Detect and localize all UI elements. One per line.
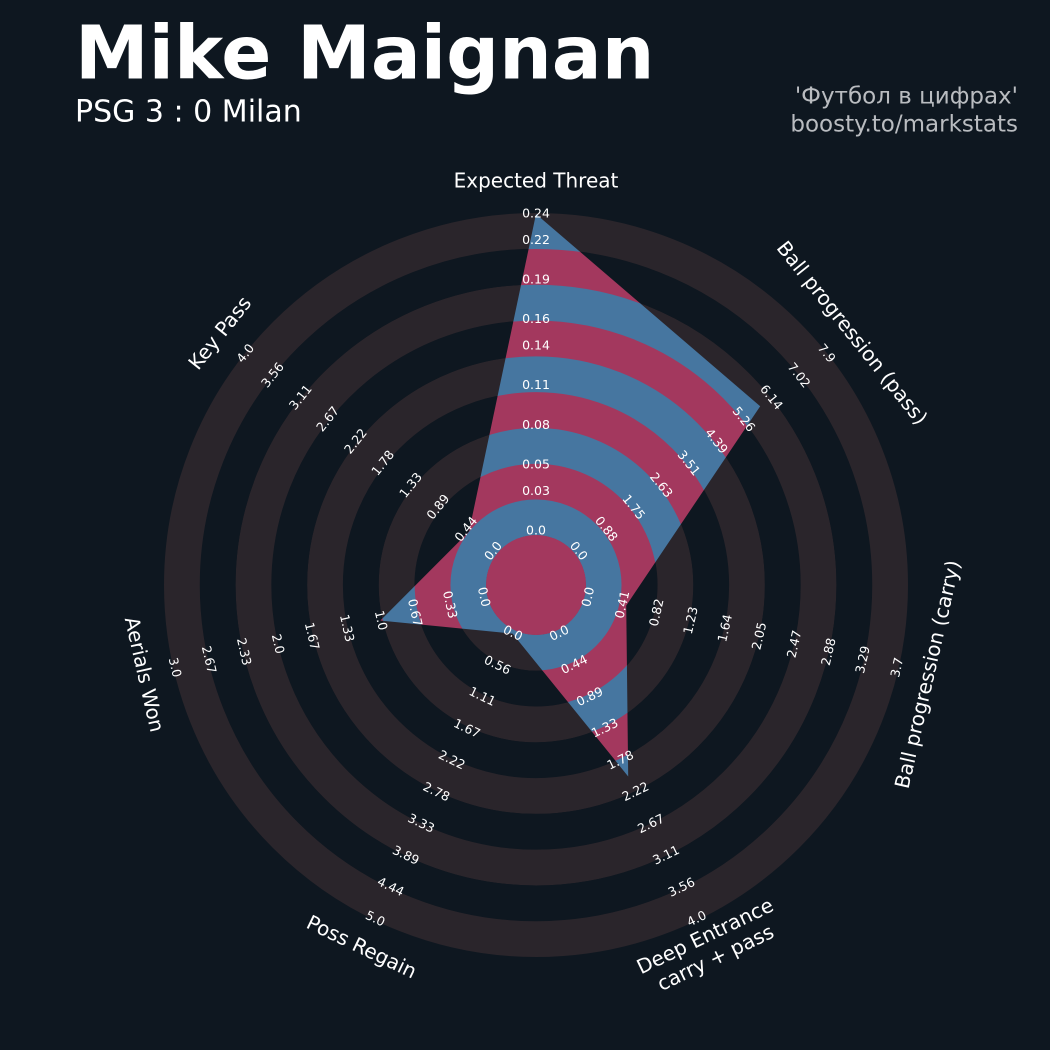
ring-fill [380, 284, 761, 777]
tick-label: 0.22 [522, 232, 550, 247]
tick-label: 3.7 [887, 656, 906, 679]
tick-label: 0.0 [475, 585, 494, 608]
ring-fill [449, 498, 623, 672]
chart-subtitle: PSG 3 : 0 Milan [75, 95, 302, 130]
tick-label: 1.33 [337, 613, 358, 643]
tick-label: 2.88 [818, 636, 839, 667]
ring-fill [380, 214, 761, 777]
tick-label: 0.0 [578, 585, 597, 608]
tick-label: 0.16 [522, 311, 550, 326]
tick-label: 0.82 [646, 597, 667, 627]
tick-label: 2.05 [748, 621, 769, 651]
tick-label: 0.11 [522, 377, 550, 392]
tick-label: 1.23 [680, 605, 701, 635]
tick-label: 0.08 [522, 417, 550, 432]
tick-label: 3.0 [166, 656, 185, 679]
tick-label: 0.03 [522, 483, 550, 498]
tick-label: 2.0 [269, 632, 288, 655]
radar-fill [380, 214, 761, 777]
tick-label: 0.14 [522, 338, 550, 353]
tick-label: 1.0 [372, 609, 391, 632]
axis-label: Expected Threat [454, 169, 619, 193]
ring-fill [380, 248, 761, 777]
ring-fill [380, 320, 761, 777]
tick-label: 2.47 [784, 629, 805, 659]
credit: boosty.to/markstats [790, 112, 1018, 138]
tick-label: 0.67 [405, 597, 426, 627]
tick-label: 3.29 [852, 644, 873, 675]
tick-label: 0.19 [522, 272, 550, 287]
tick-label: 1.64 [714, 613, 735, 644]
tick-label: 0.33 [440, 589, 461, 619]
center-circle [486, 535, 586, 635]
tick-label: 2.67 [199, 644, 220, 674]
tick-label: 0.41 [612, 589, 633, 619]
tick-label: 0.24 [522, 206, 550, 221]
tick-label: 0.0 [526, 523, 546, 538]
tick-label: 1.67 [302, 621, 323, 651]
tick-label: 0.05 [522, 456, 550, 471]
axis-label: Aerials Won [120, 614, 170, 734]
credit: 'Футбол в цифрах' [795, 84, 1018, 110]
tick-label: 2.33 [234, 636, 255, 666]
chart-title: Mike Maignan [75, 11, 654, 97]
